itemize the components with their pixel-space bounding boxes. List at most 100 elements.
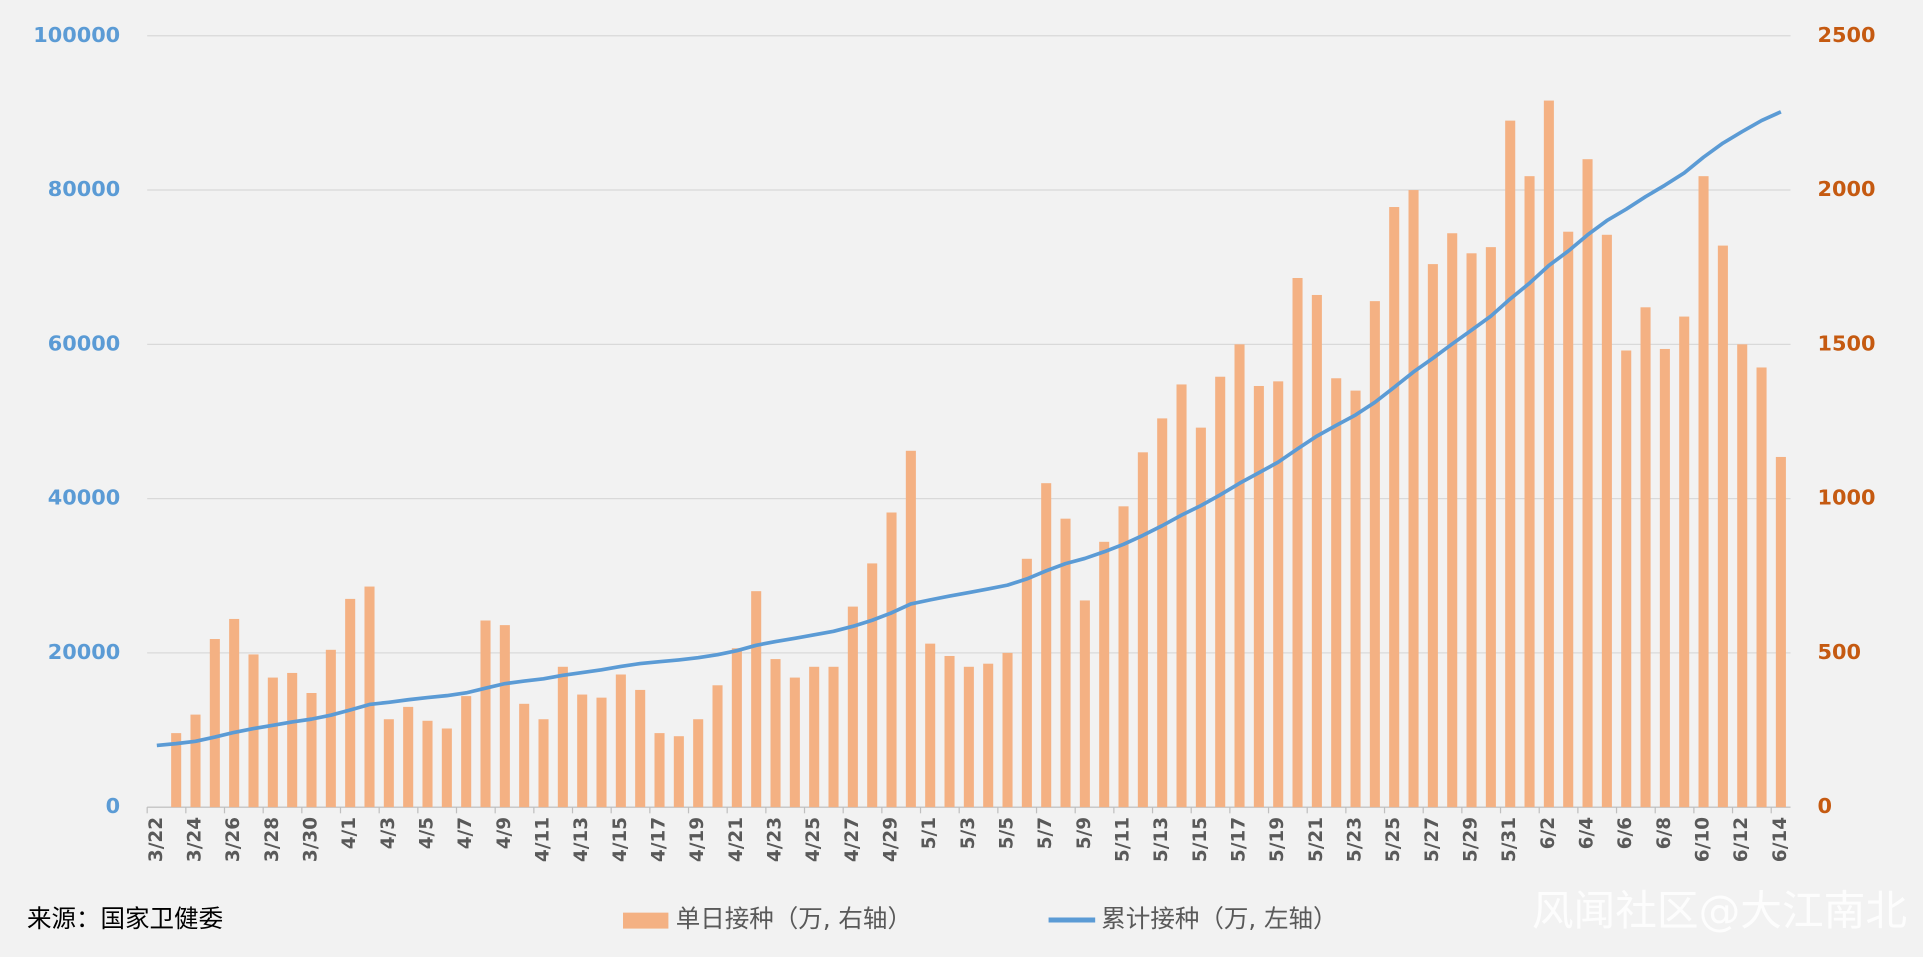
- x-tick-label: 5/13: [1151, 817, 1172, 862]
- bar: [1311, 294, 1322, 808]
- y2-tick-label: 2500: [1818, 23, 1876, 47]
- bar: [1157, 418, 1168, 808]
- x-tick-label: 5/17: [1229, 817, 1250, 862]
- bar: [847, 606, 858, 808]
- bar: [1737, 344, 1748, 808]
- x-tick-label: 4/23: [765, 817, 786, 862]
- bar: [1137, 452, 1148, 808]
- x-tick-label: 6/8: [1654, 817, 1675, 849]
- y-tick-label: 100000: [33, 23, 120, 47]
- x-tick-label: 5/5: [997, 817, 1018, 849]
- x-tick-label: 4/13: [571, 817, 592, 862]
- bar: [403, 706, 414, 808]
- x-tick-label: 5/31: [1499, 817, 1520, 862]
- bar: [963, 666, 974, 808]
- x-tick-label: 6/14: [1770, 817, 1791, 862]
- bar: [1698, 176, 1709, 808]
- bar: [1099, 541, 1110, 808]
- x-tick-label: 3/30: [301, 817, 322, 862]
- x-tick-label: 5/19: [1267, 817, 1288, 862]
- x-tick-label: 3/24: [185, 817, 206, 862]
- x-tick-label: 4/27: [842, 817, 863, 862]
- bar: [905, 450, 916, 808]
- bar: [1292, 277, 1303, 808]
- bar: [770, 659, 781, 808]
- x-tick-label: 4/21: [726, 817, 747, 862]
- x-tick-label: 5/3: [958, 817, 979, 849]
- bar: [1408, 190, 1419, 808]
- bar: [1466, 253, 1477, 808]
- bar: [267, 677, 278, 808]
- legend-label: 累计接种（万, 左轴）: [1101, 904, 1337, 933]
- x-tick-label: 4/3: [378, 817, 399, 849]
- bar: [1041, 483, 1052, 808]
- x-tick-label: 5/1: [919, 817, 940, 849]
- legend-label: 单日接种（万, 右轴）: [676, 904, 912, 933]
- y-tick-label: 0: [106, 794, 120, 818]
- bar: [383, 719, 394, 808]
- x-tick-label: 6/12: [1731, 817, 1752, 862]
- legend-swatch: [623, 912, 669, 929]
- bar: [1601, 234, 1612, 808]
- bar: [1756, 367, 1767, 808]
- bar: [1176, 384, 1187, 808]
- bar: [983, 663, 994, 808]
- bar: [1215, 376, 1226, 808]
- bar: [1640, 307, 1651, 808]
- bar: [519, 703, 530, 808]
- x-tick-label: 3/28: [262, 817, 283, 862]
- bar: [1253, 385, 1264, 808]
- bar: [1427, 264, 1438, 808]
- bar: [577, 694, 588, 808]
- bar: [867, 563, 878, 808]
- bar: [287, 672, 298, 808]
- bar: [171, 733, 182, 808]
- bar: [1485, 247, 1496, 808]
- bar: [1524, 176, 1535, 808]
- x-tick-label: 3/22: [146, 817, 167, 862]
- bar: [306, 693, 317, 808]
- x-tick-label: 5/21: [1306, 817, 1327, 862]
- bar: [1118, 506, 1129, 808]
- bar: [1234, 344, 1245, 808]
- bar: [1447, 233, 1458, 808]
- y-tick-label: 40000: [48, 486, 120, 510]
- bar: [1563, 231, 1574, 808]
- y2-tick-label: 0: [1818, 794, 1833, 818]
- x-tick-label: 5/15: [1190, 817, 1211, 862]
- bar: [693, 719, 704, 808]
- y2-tick-label: 1500: [1818, 331, 1876, 355]
- bar: [441, 728, 452, 808]
- bar: [422, 720, 433, 808]
- bar: [499, 625, 510, 808]
- bar: [1002, 652, 1013, 808]
- bar: [635, 689, 646, 808]
- bar: [751, 591, 762, 808]
- bar: [1369, 301, 1380, 808]
- y2-tick-label: 2000: [1818, 177, 1876, 201]
- x-tick-label: 4/9: [494, 817, 515, 849]
- bar: [789, 677, 800, 808]
- x-tick-label: 5/9: [1074, 817, 1095, 849]
- source: 来源：国家卫健委: [27, 904, 223, 933]
- bar: [557, 666, 568, 808]
- bar: [615, 674, 626, 808]
- bar: [1582, 159, 1593, 808]
- bar: [1543, 100, 1554, 808]
- bar: [538, 719, 549, 808]
- y-tick-label: 60000: [48, 331, 120, 355]
- x-tick-label: 6/4: [1577, 817, 1598, 849]
- x-tick-label: 3/26: [223, 817, 244, 862]
- x-tick-label: 5/7: [1035, 817, 1056, 849]
- bar: [1659, 348, 1670, 808]
- bar: [673, 736, 684, 808]
- x-tick-label: 4/25: [803, 817, 824, 862]
- bar: [1331, 378, 1342, 808]
- y-tick-label: 80000: [48, 177, 120, 201]
- bar: [209, 639, 220, 808]
- bar: [1079, 600, 1090, 808]
- bar: [1679, 316, 1690, 808]
- x-tick-label: 5/27: [1422, 817, 1443, 862]
